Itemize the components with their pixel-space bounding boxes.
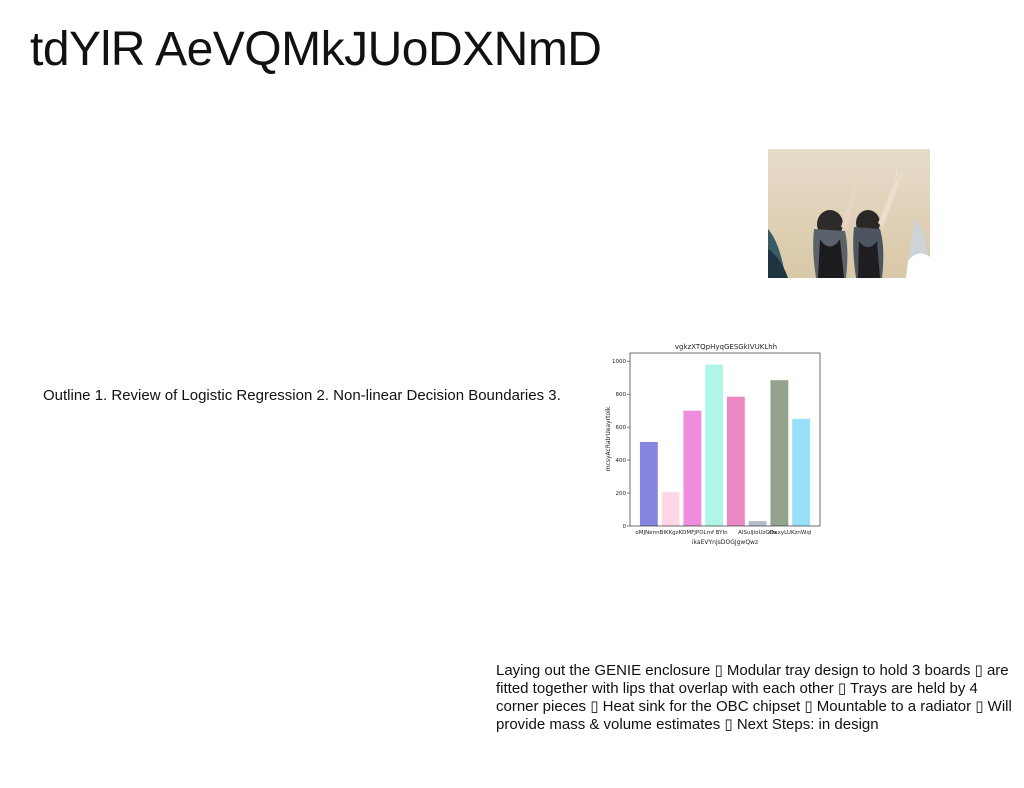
bar-oMJNenn <box>639 441 658 526</box>
photo-two-people-waving <box>768 149 930 278</box>
outline-text: Outline 1. Review of Logistic Regression… <box>43 387 561 404</box>
x-tick-label: oMJNennBIKKgzKDMFJPOLmf BYIn <box>635 530 728 536</box>
bar-mf BYIn <box>705 364 724 526</box>
x-axis-label: ikaEVYnJsDOGJgwQwz <box>692 539 758 546</box>
chart-title: vgkzXTQpHyqGESGkIVUKLhh <box>675 343 777 351</box>
x-axis-tick-labels: oMJNennBIKKgzKDMFJPOLmf BYIn AlSuIJioUzGD… <box>635 530 811 536</box>
bar-chart: vgkzXTQpHyqGESGkIVUKLhh 0 200 400 600 800 100… <box>605 343 821 546</box>
bar-BIKKgzK <box>661 492 680 526</box>
bar-DMFJPOL <box>683 410 702 526</box>
y-tick-label: 400 <box>616 458 627 464</box>
notes-text: Laying out the GENIE enclosure ▯ Modular… <box>496 662 1012 733</box>
y-axis-ticks: 0 200 400 600 800 1000 <box>612 359 630 530</box>
plot-frame <box>629 352 821 527</box>
x-tick-label: AlSuIJioUzGDx <box>738 530 778 536</box>
y-tick-label: 600 <box>616 425 627 431</box>
y-tick-label: 0 <box>623 524 627 530</box>
y-tick-label: 200 <box>616 491 627 497</box>
x-tick-label: thsxyLUKznWql <box>769 530 812 536</box>
y-tick-label: 1000 <box>612 359 626 365</box>
bar-AlSuIJ <box>726 396 745 526</box>
slide-title: tdYlR AeVQMkJUoDXNmD <box>30 23 602 76</box>
bars <box>639 364 811 526</box>
bar-KznWql <box>792 418 811 526</box>
bar-thsxyLU <box>770 380 789 526</box>
y-tick-label: 800 <box>616 392 627 398</box>
y-axis-label: mcsyAcRatrUeayrtoik <box>605 406 612 471</box>
bar-ioUzGDx <box>748 521 767 526</box>
